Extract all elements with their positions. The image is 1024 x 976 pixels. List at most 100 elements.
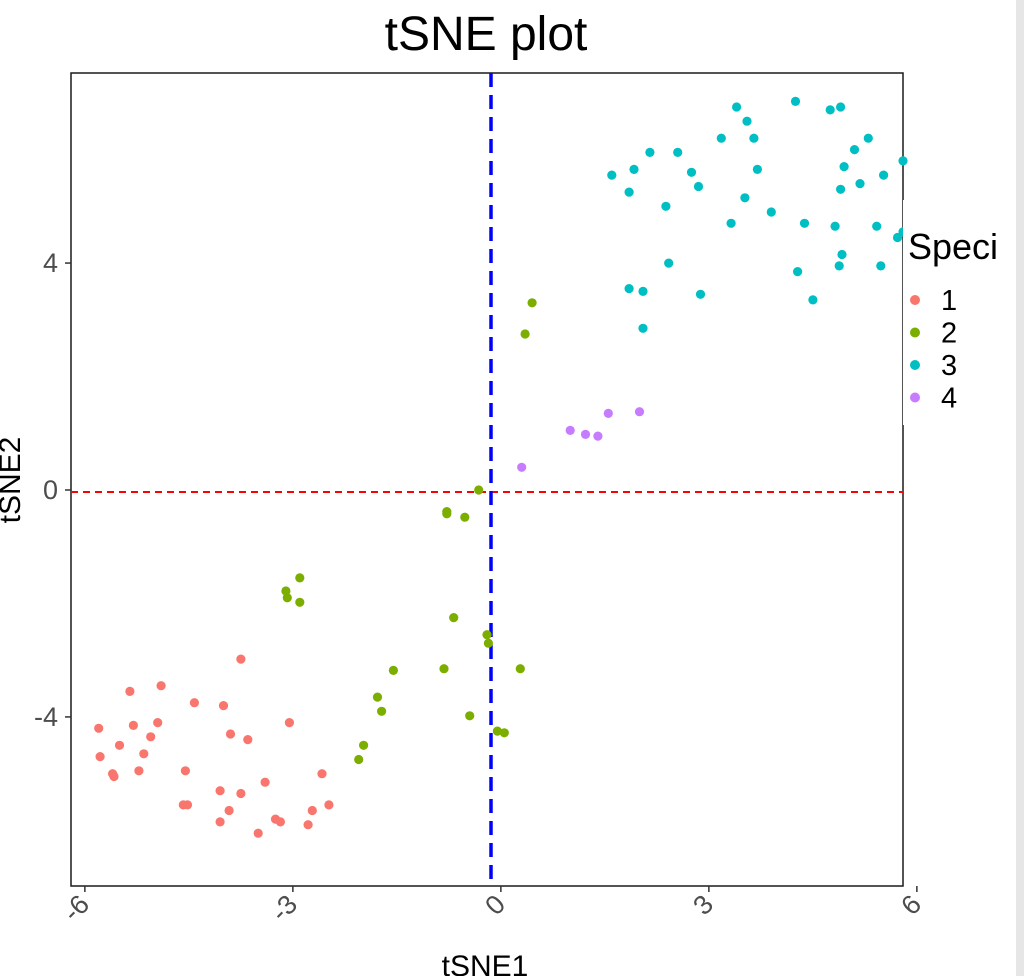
legend-key-2 bbox=[910, 327, 920, 338]
point-species-2-21 bbox=[520, 329, 530, 339]
legend-label-4: 4 bbox=[941, 383, 957, 415]
x-tick-label-0: -6 bbox=[57, 889, 95, 927]
point-species-1-11 bbox=[156, 681, 166, 691]
point-species-3-16 bbox=[740, 193, 750, 203]
point-species-4-5 bbox=[634, 407, 645, 417]
point-species-3-9 bbox=[673, 147, 683, 157]
point-species-3-31 bbox=[839, 162, 849, 172]
point-species-4-4 bbox=[603, 408, 613, 418]
point-species-1-25 bbox=[260, 777, 270, 787]
point-species-3-0 bbox=[607, 170, 617, 180]
point-species-1-16 bbox=[215, 786, 225, 796]
point-species-4-1 bbox=[565, 425, 575, 435]
point-species-3-15 bbox=[732, 102, 742, 112]
x-tick-label-1: -3 bbox=[265, 889, 303, 927]
point-species-3-2 bbox=[624, 284, 634, 294]
point-species-1-6 bbox=[128, 720, 138, 731]
x-axis-ticks: -6 -3 0 3 6 bbox=[57, 886, 927, 927]
point-species-1-27 bbox=[275, 817, 285, 827]
y-tick-label-2: 4 bbox=[43, 248, 58, 278]
point-species-1-14 bbox=[182, 800, 193, 810]
point-species-2-14 bbox=[465, 711, 475, 721]
point-species-4-3 bbox=[593, 431, 603, 441]
legend-label-1: 1 bbox=[941, 285, 957, 317]
point-species-2-19 bbox=[499, 728, 509, 738]
point-species-2-7 bbox=[377, 706, 387, 716]
point-species-3-33 bbox=[855, 179, 865, 189]
point-species-1-29 bbox=[303, 820, 313, 830]
point-species-1-9 bbox=[146, 732, 156, 742]
point-species-3-14 bbox=[726, 218, 736, 228]
plot-panel-border bbox=[70, 72, 904, 887]
y-axis-ticks: -4 0 4 bbox=[34, 248, 71, 732]
point-species-3-4 bbox=[638, 286, 648, 296]
points-layer bbox=[94, 96, 908, 838]
legend-label-3: 3 bbox=[941, 350, 957, 382]
point-species-3-18 bbox=[749, 133, 759, 143]
point-species-3-1 bbox=[624, 187, 634, 197]
x-axis-label: tSNE1 bbox=[442, 950, 529, 976]
point-species-1-1 bbox=[95, 752, 105, 762]
point-species-1-28 bbox=[284, 718, 294, 728]
window-edge-strip bbox=[1016, 0, 1024, 976]
point-species-3-10 bbox=[686, 167, 697, 177]
point-species-2-3 bbox=[295, 597, 305, 607]
point-species-1-0 bbox=[94, 723, 104, 733]
point-species-3-23 bbox=[799, 218, 810, 228]
point-species-3-29 bbox=[836, 184, 846, 194]
x-tick-label-3: 3 bbox=[687, 889, 719, 921]
point-species-2-2 bbox=[295, 573, 305, 583]
point-species-1-5 bbox=[125, 686, 135, 697]
point-species-1-3 bbox=[109, 771, 119, 782]
point-species-2-15 bbox=[474, 485, 484, 495]
legend-background bbox=[903, 200, 1018, 425]
point-species-1-15 bbox=[189, 698, 199, 708]
point-species-2-1 bbox=[282, 593, 292, 603]
point-species-2-4 bbox=[354, 754, 364, 765]
point-species-1-4 bbox=[114, 740, 125, 750]
point-species-3-5 bbox=[638, 323, 648, 333]
point-species-3-35 bbox=[872, 221, 882, 231]
point-species-4-0 bbox=[517, 462, 527, 472]
point-species-3-22 bbox=[793, 267, 803, 277]
point-species-3-28 bbox=[836, 102, 846, 112]
point-species-3-13 bbox=[716, 133, 726, 143]
point-species-2-9 bbox=[439, 664, 449, 674]
point-species-1-19 bbox=[224, 805, 234, 816]
legend-key-4 bbox=[910, 392, 920, 403]
point-species-3-37 bbox=[879, 170, 889, 180]
point-species-2-5 bbox=[359, 740, 369, 750]
point-species-3-36 bbox=[876, 261, 886, 271]
point-species-1-21 bbox=[236, 654, 246, 664]
legend-key-1 bbox=[910, 295, 920, 305]
point-species-3-25 bbox=[825, 105, 835, 115]
point-species-2-18 bbox=[492, 726, 502, 736]
point-species-2-20 bbox=[515, 664, 525, 674]
y-tick-label-0: -4 bbox=[34, 702, 58, 732]
point-species-3-8 bbox=[664, 258, 674, 268]
point-species-2-11 bbox=[442, 507, 452, 517]
point-species-1-18 bbox=[218, 701, 229, 711]
chart-title: tSNE plot bbox=[385, 8, 588, 61]
point-species-1-22 bbox=[236, 788, 246, 799]
point-species-3-6 bbox=[645, 147, 655, 157]
point-species-1-32 bbox=[324, 800, 334, 810]
point-species-1-13 bbox=[180, 766, 190, 776]
point-species-3-17 bbox=[742, 116, 752, 126]
point-species-3-26 bbox=[830, 221, 840, 231]
point-species-2-8 bbox=[388, 665, 398, 676]
point-species-3-30 bbox=[837, 249, 847, 260]
point-species-2-17 bbox=[483, 638, 493, 648]
point-species-3-20 bbox=[766, 207, 776, 217]
point-species-4-2 bbox=[580, 429, 591, 439]
point-species-1-8 bbox=[139, 749, 149, 759]
point-species-3-34 bbox=[863, 133, 873, 143]
point-species-1-20 bbox=[225, 729, 236, 739]
point-species-3-21 bbox=[790, 96, 801, 106]
point-species-1-23 bbox=[243, 735, 253, 745]
point-species-1-17 bbox=[215, 817, 225, 827]
point-species-2-16 bbox=[482, 630, 492, 640]
point-species-1-24 bbox=[253, 828, 263, 838]
